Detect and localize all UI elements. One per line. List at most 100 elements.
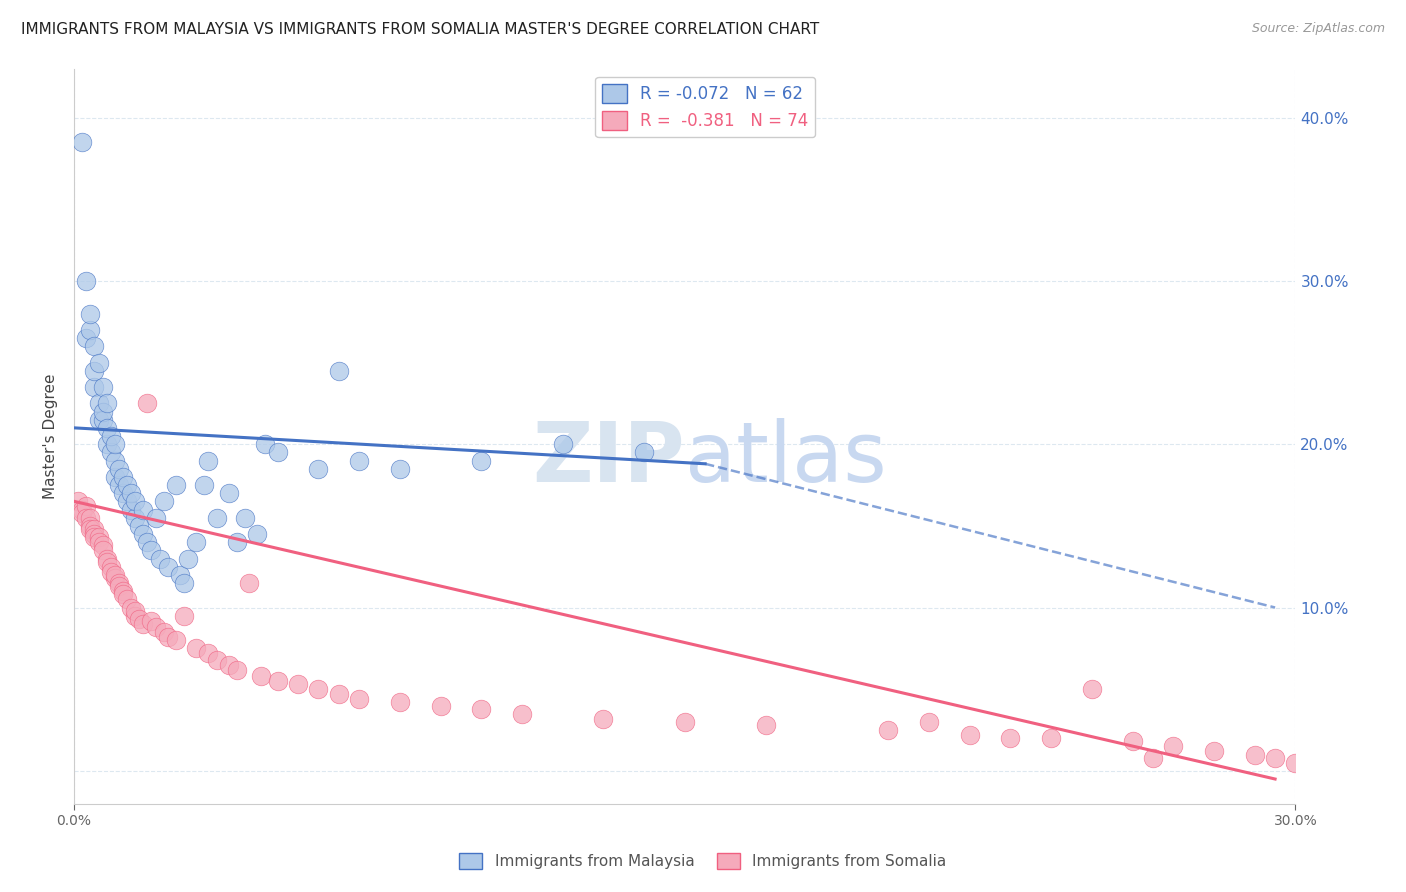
Point [132, 502, 155, 516]
Text: IMMIGRANTS FROM MALAYSIA VS IMMIGRANTS FROM SOMALIA MASTER'S DEGREE CORRELATION : IMMIGRANTS FROM MALAYSIA VS IMMIGRANTS F… [21, 22, 820, 37]
Point [470, 702, 492, 716]
Point [100, 565, 122, 579]
Legend: Immigrants from Malaysia, Immigrants from Somalia: Immigrants from Malaysia, Immigrants fro… [453, 847, 953, 875]
Point [67, 494, 90, 508]
Point [266, 673, 288, 688]
Point [75, 500, 97, 514]
Point [1202, 744, 1225, 758]
Point [226, 663, 249, 677]
Point [145, 510, 167, 524]
Point [250, 669, 273, 683]
Point [347, 692, 370, 706]
Point [104, 453, 127, 467]
Point [96, 551, 118, 566]
Point [156, 559, 179, 574]
Point [246, 527, 269, 541]
Point [1346, 649, 1368, 664]
Point [87, 530, 110, 544]
Point [1000, 731, 1022, 746]
Point [156, 630, 179, 644]
Point [91, 380, 114, 394]
Point [1365, 665, 1388, 680]
Point [165, 633, 187, 648]
Point [79, 519, 101, 533]
Point [79, 306, 101, 320]
Point [100, 429, 122, 443]
Point [124, 608, 146, 623]
Point [254, 437, 277, 451]
Point [145, 620, 167, 634]
Point [111, 470, 134, 484]
Point [266, 445, 288, 459]
Point [75, 274, 97, 288]
Point [96, 421, 118, 435]
Point [1284, 756, 1306, 770]
Point [165, 478, 187, 492]
Point [197, 453, 219, 467]
Point [100, 559, 122, 574]
Point [120, 600, 142, 615]
Point [83, 527, 105, 541]
Point [1243, 747, 1265, 762]
Point [149, 551, 172, 566]
Point [111, 584, 134, 599]
Point [633, 445, 655, 459]
Point [70, 502, 93, 516]
Point [100, 445, 122, 459]
Point [91, 538, 114, 552]
Point [70, 135, 93, 149]
Point [136, 396, 159, 410]
Point [96, 555, 118, 569]
Point [132, 527, 155, 541]
Point [959, 728, 981, 742]
Text: ZIP: ZIP [533, 417, 685, 499]
Point [470, 453, 492, 467]
Point [238, 576, 260, 591]
Point [307, 461, 329, 475]
Y-axis label: Master's Degree: Master's Degree [44, 373, 58, 499]
Point [91, 404, 114, 418]
Point [87, 355, 110, 369]
Point [83, 339, 105, 353]
Point [152, 625, 174, 640]
Point [124, 510, 146, 524]
Point [104, 470, 127, 484]
Point [673, 714, 696, 729]
Point [287, 677, 309, 691]
Point [193, 478, 215, 492]
Point [755, 718, 778, 732]
Point [104, 437, 127, 451]
Point [79, 522, 101, 536]
Point [87, 413, 110, 427]
Point [152, 494, 174, 508]
Point [1040, 731, 1063, 746]
Point [128, 519, 150, 533]
Legend: R = -0.072   N = 62, R =  -0.381   N = 74: R = -0.072 N = 62, R = -0.381 N = 74 [595, 77, 815, 137]
Point [91, 543, 114, 558]
Point [115, 494, 138, 508]
Point [1122, 734, 1144, 748]
Point [87, 396, 110, 410]
Point [115, 478, 138, 492]
Point [83, 530, 105, 544]
Point [111, 587, 134, 601]
Point [388, 461, 411, 475]
Point [111, 486, 134, 500]
Point [205, 653, 228, 667]
Point [79, 510, 101, 524]
Point [79, 323, 101, 337]
Point [877, 723, 900, 737]
Point [83, 364, 105, 378]
Point [120, 486, 142, 500]
Point [83, 522, 105, 536]
Point [83, 380, 105, 394]
Point [173, 608, 195, 623]
Point [177, 551, 200, 566]
Point [186, 641, 208, 656]
Point [141, 614, 163, 628]
Text: atlas: atlas [685, 417, 887, 499]
Point [75, 510, 97, 524]
Point [141, 543, 163, 558]
Point [551, 437, 574, 451]
Point [124, 494, 146, 508]
